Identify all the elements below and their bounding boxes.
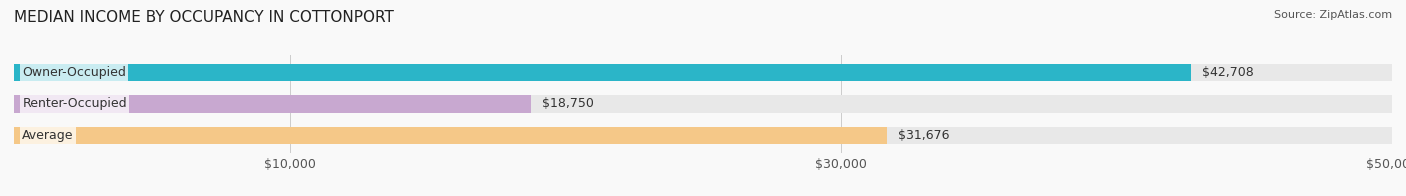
Text: Owner-Occupied: Owner-Occupied [22, 66, 127, 79]
Bar [14, 64, 1191, 81]
Text: Source: ZipAtlas.com: Source: ZipAtlas.com [1274, 10, 1392, 20]
Bar [14, 64, 1392, 81]
Bar [14, 95, 1392, 113]
Text: $31,676: $31,676 [898, 129, 949, 142]
Bar [14, 127, 887, 144]
Text: Average: Average [22, 129, 75, 142]
Text: $18,750: $18,750 [541, 97, 593, 110]
Text: $42,708: $42,708 [1202, 66, 1254, 79]
Bar [14, 95, 531, 113]
Text: Renter-Occupied: Renter-Occupied [22, 97, 127, 110]
Bar [14, 127, 1392, 144]
Text: MEDIAN INCOME BY OCCUPANCY IN COTTONPORT: MEDIAN INCOME BY OCCUPANCY IN COTTONPORT [14, 10, 394, 25]
